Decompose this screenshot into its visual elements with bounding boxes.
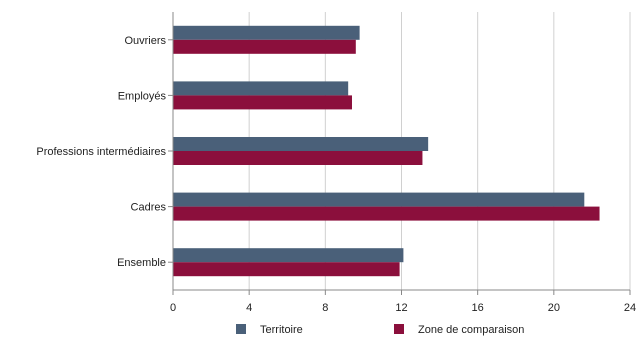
- x-tick-label: 24: [624, 302, 636, 314]
- bar-zone-de-comparaison: [173, 95, 352, 110]
- legend: Territoire Zone de comparaison: [236, 324, 524, 336]
- bars: [173, 25, 600, 277]
- bar-territoire: [173, 192, 585, 207]
- x-tick-labels: 0 4 8 12 16 20 24: [170, 302, 636, 314]
- legend-label: Zone de comparaison: [418, 324, 524, 336]
- bar-territoire: [173, 25, 360, 40]
- bar-zone-de-comparaison: [173, 39, 356, 54]
- bar-territoire: [173, 248, 404, 263]
- category-label: Employés: [118, 90, 167, 102]
- x-tick-label: 12: [395, 302, 407, 314]
- bar-zone-de-comparaison: [173, 151, 423, 165]
- bar-territoire: [173, 81, 349, 96]
- bar-territoire: [173, 137, 429, 151]
- category-label: Ensemble: [117, 257, 166, 269]
- x-tick-label: 4: [246, 302, 252, 314]
- x-tick-label: 8: [322, 302, 328, 314]
- x-tick-label: 0: [170, 302, 176, 314]
- legend-label: Territoire: [260, 324, 303, 336]
- bar-zone-de-comparaison: [173, 206, 600, 221]
- bar-zone-de-comparaison: [173, 262, 400, 277]
- axes: [168, 12, 631, 295]
- category-labels: Ouvriers Employés Professions intermédiair…: [36, 35, 166, 269]
- legend-swatch: [236, 324, 246, 334]
- category-label: Professions intermédiaires: [36, 146, 166, 158]
- category-label: Ouvriers: [124, 35, 166, 47]
- category-label: Cadres: [131, 202, 167, 214]
- legend-swatch: [394, 324, 404, 334]
- x-tick-label: 20: [548, 302, 560, 314]
- x-tick-label: 16: [472, 302, 484, 314]
